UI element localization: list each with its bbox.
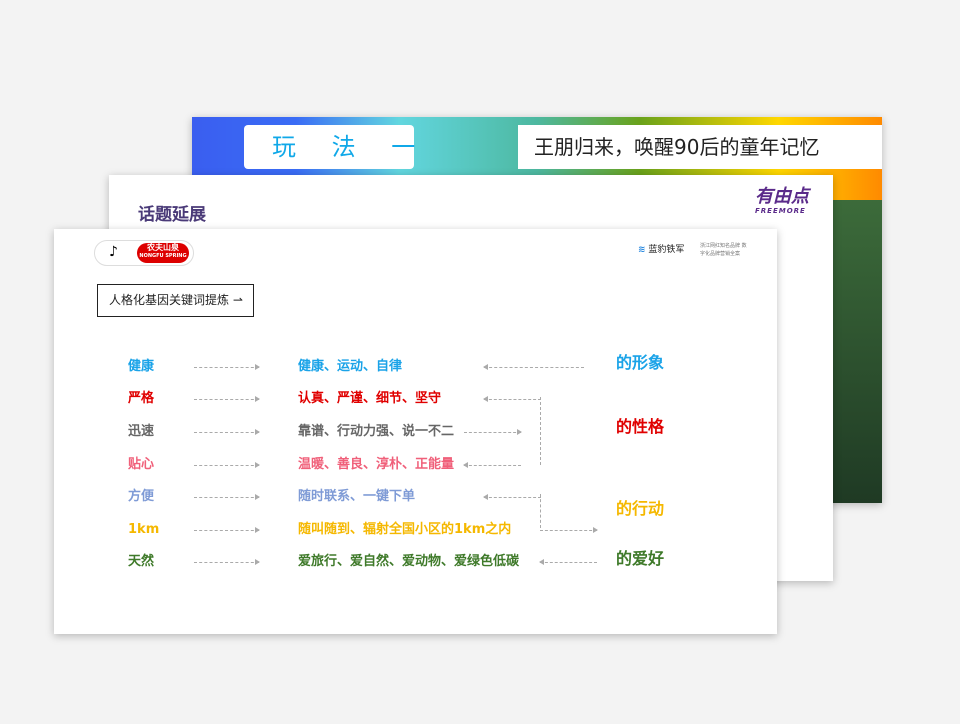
category-label: 的形象 — [616, 353, 665, 372]
keyword-traits: 认真、严谨、细节、坚守 — [298, 391, 442, 406]
arrow-icon — [464, 429, 522, 435]
arrow-icon — [194, 559, 260, 565]
headline: 王朋归来，唤醒90后的童年记忆 — [518, 125, 882, 169]
nongfu-subtext: NONGFU SPRING — [139, 253, 187, 259]
arrow-icon — [463, 462, 521, 468]
section-label: 人格化基因关键词提炼 ⇀ — [97, 284, 254, 317]
arrow-icon — [540, 527, 598, 533]
keyword-traits: 随时联系、一键下单 — [298, 489, 416, 504]
keyword-traits: 温暖、善良、淳朴、正能量 — [298, 457, 455, 472]
category-label: 的行动 — [616, 499, 665, 518]
arrow-icon — [483, 396, 541, 402]
arrow-icon — [194, 396, 260, 402]
keyword-traits: 随叫随到、辐射全国小区的1km之内 — [298, 522, 512, 537]
agency-name: 蓝豹铁军 — [648, 245, 685, 255]
arrow-icon — [194, 364, 260, 370]
arrow-icon — [483, 364, 584, 370]
bracket-line — [540, 494, 541, 528]
gameplay-tag: 玩 法 一 — [244, 125, 415, 169]
logo-text: 有由点 — [755, 186, 809, 207]
category-label: 的性格 — [616, 417, 665, 436]
keyword: 迅速 — [128, 424, 155, 439]
freemore-logo: 有由点 FREEMORE — [755, 187, 809, 216]
agency-subtext: 浙江网红知名品牌 数字化品牌营销全案 — [700, 243, 747, 257]
bracket-line — [540, 397, 541, 465]
arrow-icon — [194, 527, 260, 533]
arrow-icon: ⇀ — [232, 293, 243, 307]
arrow-icon — [194, 429, 260, 435]
arrow-icon — [483, 494, 541, 500]
keyword-traits: 爱旅行、爱自然、爱动物、爱绿色低碳 — [298, 554, 520, 569]
keyword: 1km — [128, 522, 160, 537]
tiktok-icon: ♪ — [109, 244, 118, 260]
keyword: 贴心 — [128, 457, 155, 472]
cartoon-image — [832, 200, 882, 503]
logo-subtext: FREEMORE — [755, 207, 806, 215]
agency-logo: ≋ 蓝豹铁军 浙江网红知名品牌 数字化品牌营销全案 — [638, 243, 747, 257]
keyword: 天然 — [128, 554, 155, 569]
keyword: 健康 — [128, 359, 155, 374]
keyword: 严格 — [128, 391, 155, 406]
slide-title: 话题延展 — [138, 205, 206, 225]
keyword: 方便 — [128, 489, 155, 504]
arrow-icon — [194, 462, 260, 468]
category-label: 的爱好 — [616, 549, 665, 568]
arrow-icon — [194, 494, 260, 500]
nongfu-logo: 农夫山泉 NONGFU SPRING — [137, 243, 189, 263]
nongfu-name: 农夫山泉 — [147, 243, 179, 252]
arrow-icon — [539, 559, 597, 565]
keyword-traits: 靠谱、行动力强、说一不二 — [298, 424, 455, 439]
keyword-traits: 健康、运动、自律 — [298, 359, 403, 374]
front-slide: ♪ 农夫山泉 NONGFU SPRING ≋ 蓝豹铁军 浙江网红知名品牌 数字化品牌… — [54, 229, 777, 634]
leopard-icon: ≋ — [638, 245, 646, 255]
section-label-text: 人格化基因关键词提炼 — [109, 293, 230, 307]
brand-badge: ♪ 农夫山泉 NONGFU SPRING — [94, 240, 194, 266]
